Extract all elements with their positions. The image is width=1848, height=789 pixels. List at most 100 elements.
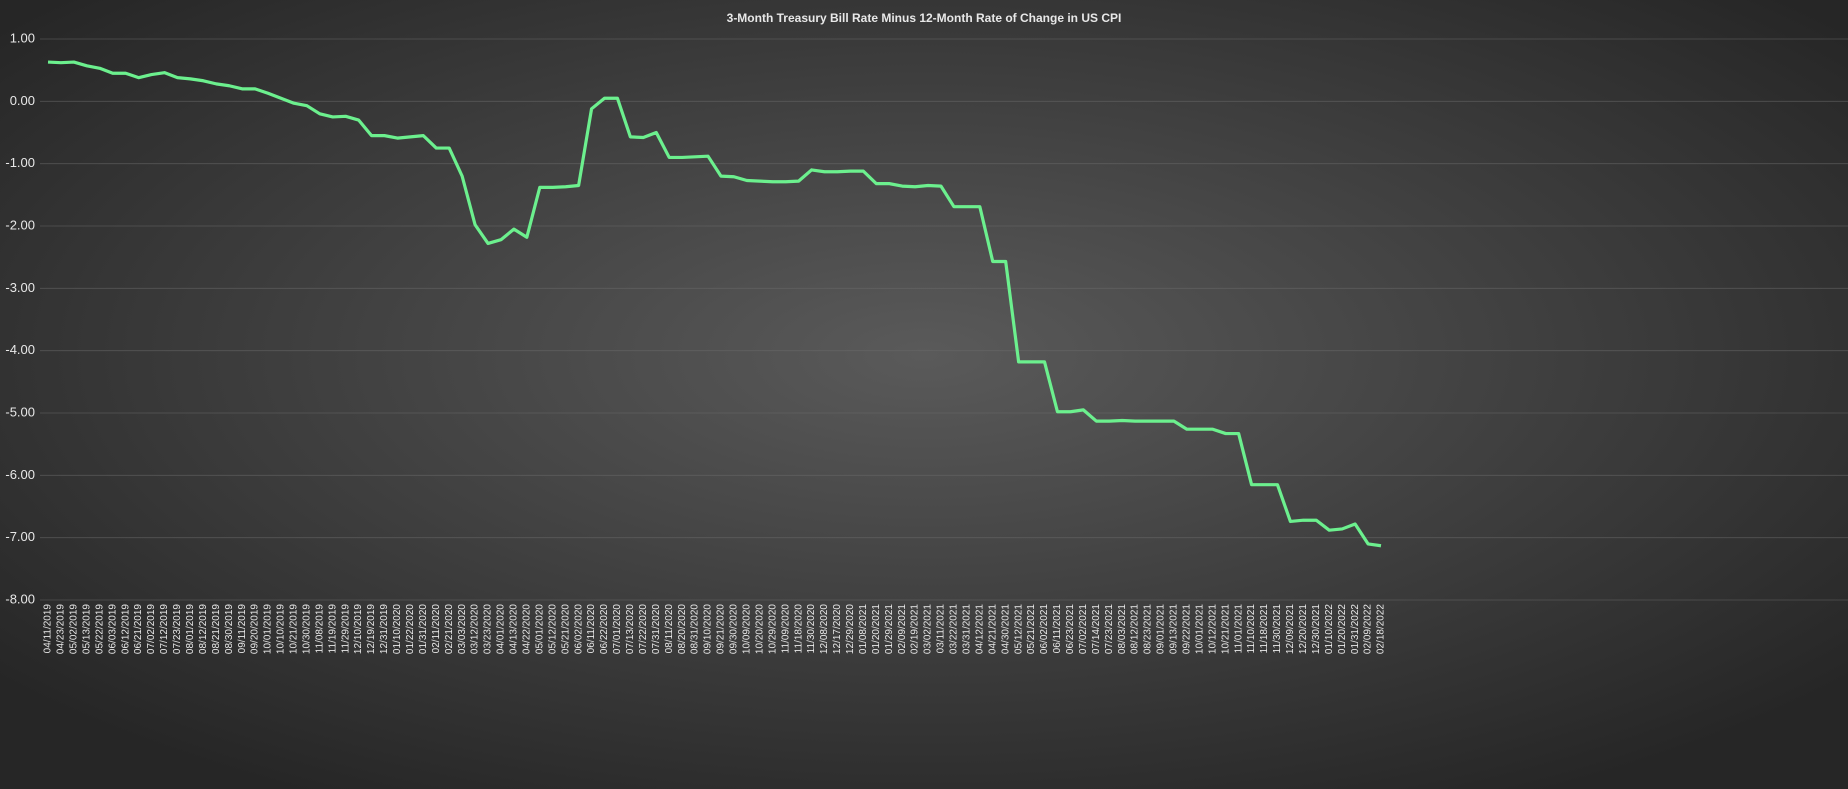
x-tick-label: 12/09/2021 xyxy=(1285,604,1296,654)
y-tick-label: -8.00 xyxy=(5,591,35,606)
x-tick-label: 10/01/2021 xyxy=(1194,604,1205,654)
y-tick-label: -1.00 xyxy=(5,155,35,170)
y-tick-label: -7.00 xyxy=(5,529,35,544)
y-tick-label: -6.00 xyxy=(5,467,35,482)
x-tick-label: 01/20/2022 xyxy=(1337,604,1348,654)
x-tick-label: 03/02/2021 xyxy=(923,604,934,654)
x-tick-label: 10/29/2020 xyxy=(767,604,778,654)
x-tick-label: 10/01/2019 xyxy=(263,604,274,654)
x-tick-label: 11/18/2020 xyxy=(793,604,804,654)
x-tick-label: 07/02/2021 xyxy=(1078,604,1089,654)
x-tick-label: 04/23/2019 xyxy=(56,604,67,654)
x-tick-label: 05/21/2020 xyxy=(560,604,571,654)
x-tick-label: 04/30/2021 xyxy=(1000,604,1011,654)
x-tick-label: 04/13/2020 xyxy=(509,604,520,654)
x-tick-label: 12/17/2020 xyxy=(832,604,843,654)
x-tick-label: 07/01/2020 xyxy=(612,604,623,654)
x-tick-label: 03/22/2021 xyxy=(949,604,960,654)
x-tick-label: 07/02/2019 xyxy=(146,604,157,654)
x-tick-label: 06/22/2020 xyxy=(599,604,610,654)
x-tick-label: 11/10/2021 xyxy=(1246,604,1257,654)
x-tick-label: 03/31/2021 xyxy=(962,604,973,654)
x-tick-label: 12/29/2020 xyxy=(845,604,856,654)
x-tick-label: 08/20/2020 xyxy=(677,604,688,654)
x-tick-label: 12/31/2019 xyxy=(379,604,390,654)
x-tick-label: 04/21/2021 xyxy=(987,604,998,654)
x-tick-label: 05/22/2019 xyxy=(94,604,105,654)
x-tick-label: 01/31/2020 xyxy=(418,604,429,654)
y-tick-label: -3.00 xyxy=(5,280,35,295)
data-line xyxy=(47,60,1382,548)
x-tick-label: 09/11/2019 xyxy=(237,604,248,654)
x-tick-label: 05/12/2021 xyxy=(1013,604,1024,654)
x-tick-label: 12/30/2021 xyxy=(1311,604,1322,654)
x-tick-label: 07/23/2019 xyxy=(172,604,183,654)
x-tick-label: 08/12/2019 xyxy=(198,604,209,654)
x-tick-label: 08/30/2019 xyxy=(224,604,235,654)
x-tick-label: 07/12/2019 xyxy=(159,604,170,654)
x-tick-label: 12/10/2019 xyxy=(353,604,364,654)
x-tick-label: 05/02/2019 xyxy=(69,604,80,654)
x-tick-label: 08/31/2020 xyxy=(690,604,701,654)
x-tick-label: 06/02/2021 xyxy=(1039,604,1050,654)
x-tick-label: 06/12/2019 xyxy=(120,604,131,654)
x-tick-label: 01/29/2021 xyxy=(884,604,895,654)
x-tick-label: 04/01/2020 xyxy=(496,604,507,654)
x-tick-label: 07/22/2020 xyxy=(638,604,649,654)
x-tick-label: 11/09/2020 xyxy=(780,604,791,654)
x-tick-label: 08/12/2021 xyxy=(1130,604,1141,654)
x-tick-label: 12/08/2020 xyxy=(819,604,830,654)
x-tick-label: 02/21/2020 xyxy=(444,604,455,654)
x-tick-label: 11/19/2019 xyxy=(327,604,338,654)
x-tick-label: 09/30/2020 xyxy=(729,604,740,654)
x-tick-label: 05/12/2020 xyxy=(547,604,558,654)
x-tick-label: 04/22/2020 xyxy=(521,604,532,654)
x-tick-label: 02/19/2021 xyxy=(910,604,921,654)
x-tick-label: 08/23/2021 xyxy=(1143,604,1154,654)
x-tick-label: 09/13/2021 xyxy=(1169,604,1180,654)
x-tick-label: 01/10/2022 xyxy=(1324,604,1335,654)
x-tick-label: 10/20/2020 xyxy=(754,604,765,654)
y-tick-label: 1.00 xyxy=(10,30,35,45)
x-tick-label: 12/19/2019 xyxy=(366,604,377,654)
x-tick-label: 06/02/2020 xyxy=(573,604,584,654)
x-tick-label: 08/01/2019 xyxy=(185,604,196,654)
x-tick-label: 09/01/2021 xyxy=(1156,604,1167,654)
x-tick-label: 08/03/2021 xyxy=(1117,604,1128,654)
x-tick-label: 08/11/2020 xyxy=(664,604,675,654)
x-tick-label: 01/10/2020 xyxy=(392,604,403,654)
x-tick-label: 10/21/2021 xyxy=(1220,604,1231,654)
x-tick-label: 10/30/2019 xyxy=(301,604,312,654)
x-tick-label: 10/21/2019 xyxy=(289,604,300,654)
x-tick-label: 05/13/2019 xyxy=(81,604,92,654)
x-tick-label: 11/08/2019 xyxy=(314,604,325,654)
x-tick-label: 06/11/2020 xyxy=(586,604,597,654)
x-tick-label: 06/03/2019 xyxy=(107,604,118,654)
x-tick-label: 09/22/2021 xyxy=(1182,604,1193,654)
x-tick-label: 03/03/2020 xyxy=(457,604,468,654)
x-tick-label: 11/30/2021 xyxy=(1272,604,1283,654)
x-tick-label: 02/18/2022 xyxy=(1376,604,1387,654)
x-tick-label: 07/14/2021 xyxy=(1091,604,1102,654)
x-tick-label: 11/30/2020 xyxy=(806,604,817,654)
x-tick-label: 04/12/2021 xyxy=(974,604,985,654)
x-tick-label: 07/13/2020 xyxy=(625,604,636,654)
x-tick-label: 05/01/2020 xyxy=(534,604,545,654)
y-tick-label: -4.00 xyxy=(5,342,35,357)
y-tick-label: -2.00 xyxy=(5,217,35,232)
x-tick-label: 02/09/2022 xyxy=(1363,604,1374,654)
x-tick-label: 08/21/2019 xyxy=(211,604,222,654)
x-tick-label: 10/10/2019 xyxy=(276,604,287,654)
x-tick-label: 03/12/2020 xyxy=(470,604,481,654)
x-tick-label: 10/09/2020 xyxy=(741,604,752,654)
chart-title: 3-Month Treasury Bill Rate Minus 12-Mont… xyxy=(727,11,1122,25)
x-tick-label: 11/18/2021 xyxy=(1259,604,1270,654)
x-tick-label: 02/11/2020 xyxy=(431,604,442,654)
x-tick-label: 06/11/2021 xyxy=(1052,604,1063,654)
x-tick-label: 07/23/2021 xyxy=(1104,604,1115,654)
x-tick-label: 09/10/2020 xyxy=(703,604,714,654)
x-tick-label: 06/23/2021 xyxy=(1065,604,1076,654)
y-tick-label: 0.00 xyxy=(10,93,35,108)
